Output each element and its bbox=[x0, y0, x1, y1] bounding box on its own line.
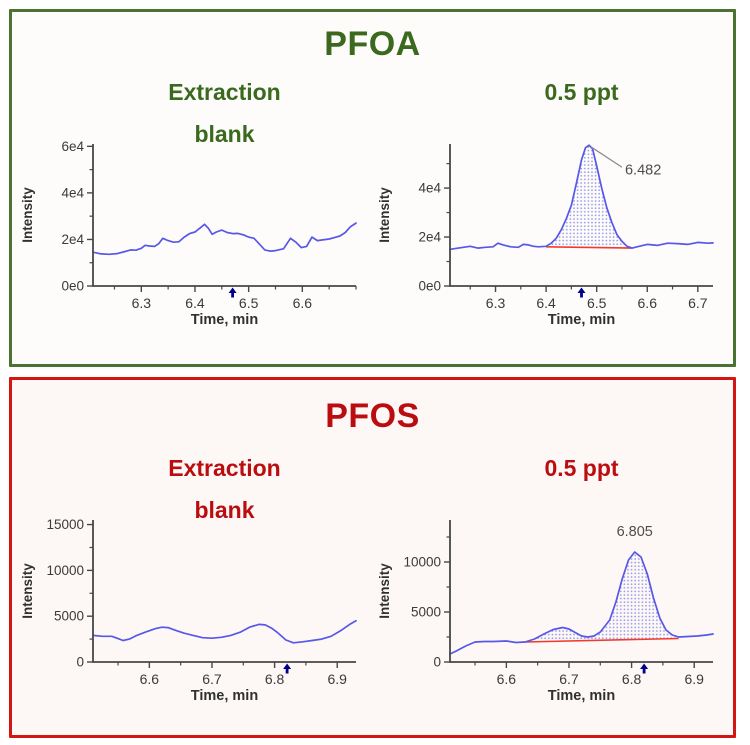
peak-fill-area bbox=[525, 552, 679, 642]
series-line bbox=[92, 222, 357, 256]
x-tick-label: 6.7 bbox=[202, 671, 222, 687]
retention-time-marker-icon bbox=[228, 287, 237, 298]
y-tick-label: 0e0 bbox=[61, 279, 84, 294]
y-tick-label: 4e4 bbox=[418, 181, 441, 196]
x-axis-title: Time, min bbox=[191, 312, 258, 328]
panel-title-pfos: PFOS bbox=[325, 397, 420, 435]
chart-subtitle: blank bbox=[194, 497, 254, 523]
y-axis-title: Intensity bbox=[20, 187, 35, 243]
x-tick-label: 6.7 bbox=[688, 295, 708, 311]
x-tick-label: 6.6 bbox=[497, 671, 517, 687]
retention-time-marker-icon bbox=[640, 663, 649, 674]
peak-retention-time-label: 6.805 bbox=[617, 524, 653, 540]
y-tick-label: 2e4 bbox=[61, 232, 84, 247]
x-tick-label: 6.3 bbox=[486, 295, 506, 311]
x-tick-label: 6.8 bbox=[622, 671, 642, 687]
y-tick-label: 2e4 bbox=[418, 230, 441, 245]
x-tick-label: 6.6 bbox=[140, 671, 160, 687]
chart-subtitle: Extraction bbox=[168, 79, 280, 105]
x-axis-title: Time, min bbox=[191, 688, 258, 704]
x-tick-label: 6.5 bbox=[587, 295, 607, 311]
y-axis-title: Intensity bbox=[377, 187, 392, 243]
y-tick-label: 10000 bbox=[403, 555, 441, 570]
integration-baseline bbox=[546, 246, 633, 249]
y-axis-title: Intensity bbox=[20, 563, 35, 619]
y-tick-label: 5000 bbox=[54, 609, 84, 624]
x-tick-label: 6.9 bbox=[684, 671, 704, 687]
panel-pfos: PFOS Extraction blank 0 5000 10000 15000 6.6 6.… bbox=[9, 377, 736, 738]
x-axis-title: Time, min bbox=[548, 312, 615, 328]
axes-spines bbox=[92, 144, 356, 287]
chart-subtitle: 0.5 ppt bbox=[544, 455, 618, 481]
x-tick-label: 6.6 bbox=[638, 295, 658, 311]
x-tick-label: 6.9 bbox=[327, 671, 347, 687]
x-tick-label: 6.3 bbox=[132, 295, 152, 311]
peak-label-leader bbox=[590, 146, 623, 168]
y-tick-label: 5000 bbox=[411, 605, 441, 620]
y-tick-label: 10000 bbox=[46, 563, 84, 578]
x-tick-label: 6.5 bbox=[239, 295, 259, 311]
chart-pfos-05ppt: 0.5 ppt 0 5000 10000 6.6 6.7 6.8 6.9 6.805 Time, … bbox=[377, 455, 714, 704]
y-axis-title: Intensity bbox=[377, 563, 392, 619]
chart-pfoa-05ppt: 0.5 ppt 0e0 2e4 4e4 6.3 6.4 6.5 6.6 6.7 6.482 Time… bbox=[377, 79, 714, 328]
x-tick-label: 6.4 bbox=[536, 295, 556, 311]
y-tick-label: 0 bbox=[433, 655, 441, 670]
y-tick-label: 4e4 bbox=[61, 185, 84, 200]
peak-retention-time-label: 6.482 bbox=[625, 163, 661, 179]
panel-title-pfoa: PFOA bbox=[324, 25, 421, 63]
chart-subtitle: blank bbox=[194, 121, 254, 147]
x-tick-label: 6.8 bbox=[265, 671, 285, 687]
x-tick-label: 6.6 bbox=[293, 295, 313, 311]
retention-time-marker-icon bbox=[577, 287, 586, 298]
y-tick-label: 0e0 bbox=[418, 279, 441, 294]
series-line bbox=[92, 619, 357, 644]
chart-subtitle: 0.5 ppt bbox=[544, 79, 618, 105]
y-tick-label: 15000 bbox=[46, 517, 84, 532]
y-tick-label: 6e4 bbox=[61, 139, 84, 154]
charts-row-pfos: Extraction blank 0 5000 10000 15000 6.6 6.7 6.8 6… bbox=[12, 450, 733, 708]
retention-time-marker-icon bbox=[283, 663, 292, 674]
x-axis-title: Time, min bbox=[548, 688, 615, 704]
chart-pfoa-extraction-blank: Extraction blank 0e0 2e4 4e4 6e4 6.3 6.4 6.5 6.6 T… bbox=[20, 79, 357, 328]
integration-baseline bbox=[525, 637, 679, 643]
peak-fill-area bbox=[546, 145, 633, 249]
series-line bbox=[449, 144, 714, 251]
series-line bbox=[449, 551, 714, 655]
chart-pfos-extraction-blank: Extraction blank 0 5000 10000 15000 6.6 6.7 6.8 6… bbox=[20, 455, 357, 704]
x-tick-label: 6.4 bbox=[185, 295, 205, 311]
charts-row-pfoa: Extraction blank 0e0 2e4 4e4 6e4 6.3 6.4 6.5 6.6 T… bbox=[12, 74, 733, 332]
x-tick-label: 6.7 bbox=[559, 671, 579, 687]
chart-subtitle: Extraction bbox=[168, 455, 280, 481]
panel-pfoa: PFOA Extraction blank 0e0 2e4 4e4 6e4 6.3 6.4 6.… bbox=[9, 9, 736, 367]
y-tick-label: 0 bbox=[76, 655, 84, 670]
